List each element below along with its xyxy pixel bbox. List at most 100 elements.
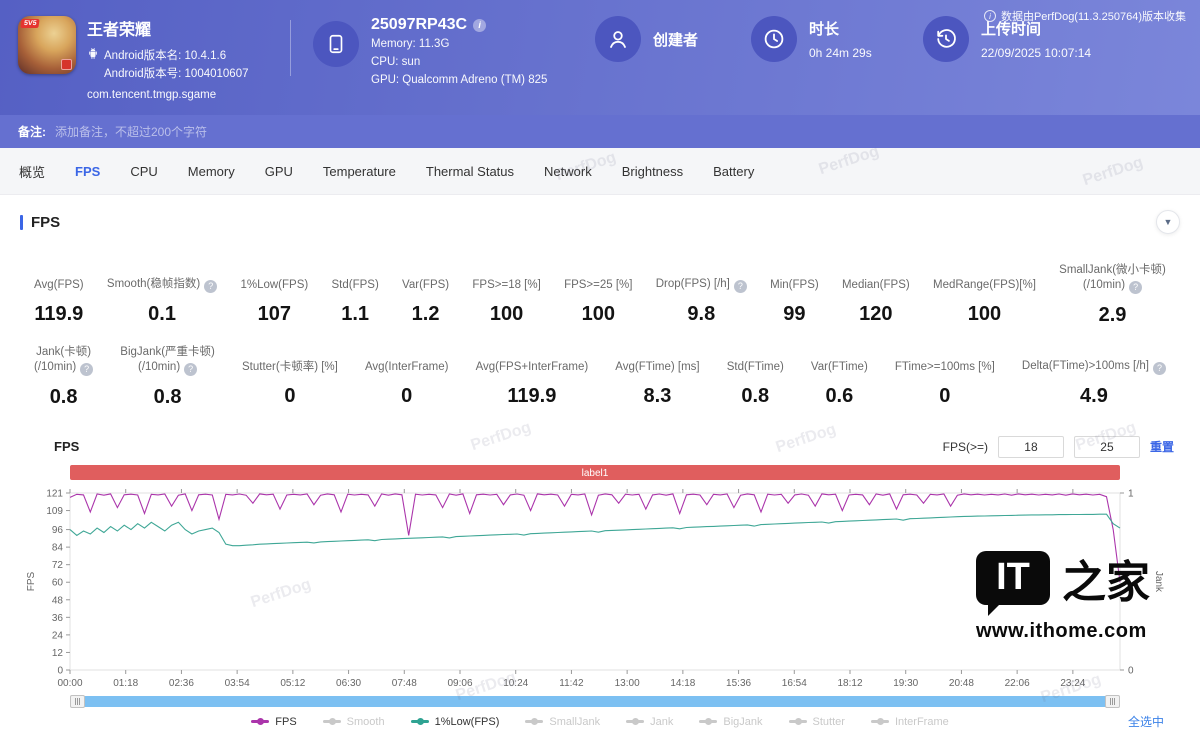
fps-threshold-label: FPS(>=) — [943, 440, 988, 454]
stat-label: Avg(FTime) [ms] — [615, 345, 699, 375]
device-block: 25097RP43C i Memory: 11.3G CPU: sun GPU:… — [313, 16, 595, 89]
tab-network[interactable]: Network — [529, 164, 607, 179]
legend-item-fps[interactable]: FPS — [251, 716, 296, 728]
stat-item: Min(FPS)99 — [766, 263, 823, 327]
ithome-watermark: IT 之家 www.ithome.com — [976, 546, 1150, 643]
section-accent-bar — [20, 215, 23, 230]
game-title: 王者荣耀 — [87, 16, 249, 40]
tab-temperature[interactable]: Temperature — [308, 164, 411, 179]
stat-label: Jank(卡顿)(/10min)? — [34, 345, 93, 376]
stat-value: 100 — [472, 303, 540, 326]
svg-text:19:30: 19:30 — [893, 678, 918, 689]
tab-battery[interactable]: Battery — [698, 164, 769, 179]
legend-label: Stutter — [813, 716, 845, 728]
fps-threshold-input-2[interactable] — [1074, 436, 1140, 458]
svg-text:23:24: 23:24 — [1060, 678, 1085, 689]
legend-item-jank[interactable]: Jank — [626, 716, 673, 728]
stat-value: 0.8 — [727, 385, 784, 408]
stat-value: 100 — [933, 303, 1036, 326]
legend-item-1-low-fps-[interactable]: 1%Low(FPS) — [411, 716, 500, 728]
fps-threshold-input-1[interactable] — [998, 436, 1064, 458]
svg-text:07:48: 07:48 — [392, 678, 417, 689]
android-icon — [87, 47, 99, 66]
stat-value: 120 — [842, 303, 910, 326]
svg-text:Jank: Jank — [1153, 571, 1164, 593]
legend-swatch — [411, 720, 429, 723]
svg-text:label1: label1 — [582, 468, 609, 479]
fps-panel: FPS ▼ Avg(FPS)119.9Smooth(稳帧指数)?0.11%Low… — [0, 195, 1200, 731]
help-icon[interactable]: ? — [1129, 281, 1142, 294]
stat-item: Drop(FPS) [/h]?9.8 — [652, 263, 751, 327]
svg-text:22:06: 22:06 — [1005, 678, 1030, 689]
stat-item: Std(FTime)0.8 — [723, 345, 788, 409]
help-icon[interactable]: ? — [734, 280, 747, 293]
legend-item-bigjank[interactable]: BigJank — [699, 716, 762, 728]
legend-item-stutter[interactable]: Stutter — [789, 716, 845, 728]
svg-text:10:24: 10:24 — [503, 678, 528, 689]
chart-legend: FPS Smooth 1%Low(FPS) SmallJank Jank BigJank S… — [251, 716, 948, 728]
clock-icon — [751, 16, 797, 62]
tab-gpu[interactable]: GPU — [250, 164, 308, 179]
svg-text:14:18: 14:18 — [670, 678, 695, 689]
svg-text:1: 1 — [1128, 488, 1134, 499]
stat-item: Avg(FPS)119.9 — [30, 263, 88, 327]
svg-text:15:36: 15:36 — [726, 678, 751, 689]
remark-bar[interactable]: 备注: 添加备注，不超过200个字符 — [0, 115, 1200, 148]
legend-item-smooth[interactable]: Smooth — [323, 716, 385, 728]
game-app-icon: 5V5 — [18, 16, 76, 74]
svg-text:03:54: 03:54 — [225, 678, 250, 689]
stat-item: Smooth(稳帧指数)?0.1 — [103, 263, 221, 327]
stat-label: Stutter(卡顿率) [%] — [242, 345, 338, 375]
legend-label: Jank — [650, 716, 673, 728]
upload-time-value: 22/09/2025 10:07:14 — [981, 46, 1091, 60]
tab-memory[interactable]: Memory — [173, 164, 250, 179]
tab-thermal-status[interactable]: Thermal Status — [411, 164, 529, 179]
device-model: 25097RP43C — [371, 16, 467, 34]
svg-text:0: 0 — [1128, 665, 1134, 676]
chart-range-scrollbar[interactable] — [70, 695, 1120, 708]
svg-text:05:12: 05:12 — [280, 678, 305, 689]
ithome-logo-text: IT — [996, 556, 1030, 599]
legend-item-smalljank[interactable]: SmallJank — [525, 716, 600, 728]
help-icon[interactable]: ? — [204, 280, 217, 293]
creator-label: 创建者 — [653, 29, 698, 50]
svg-text:18:12: 18:12 — [837, 678, 862, 689]
stat-value: 0.6 — [811, 385, 868, 408]
remark-placeholder: 添加备注，不超过200个字符 — [55, 123, 207, 140]
app-block: 5V5 王者荣耀 Android版本名: 10.4.1.6 Android版本号… — [18, 16, 290, 101]
help-icon[interactable]: ? — [1153, 362, 1166, 375]
select-all-link[interactable]: 全选中 — [1128, 713, 1164, 730]
stat-value: 0 — [242, 385, 338, 408]
help-icon[interactable]: ? — [184, 363, 197, 376]
reset-link[interactable]: 重置 — [1150, 438, 1174, 455]
stat-label: Avg(FPS+InterFrame) — [476, 345, 589, 375]
collapse-button[interactable]: ▼ — [1156, 210, 1180, 234]
range-track[interactable] — [81, 696, 1109, 707]
stat-item: Delta(FTime)>100ms [/h]?4.9 — [1018, 345, 1170, 409]
svg-text:FPS: FPS — [26, 571, 37, 591]
help-icon[interactable]: ? — [80, 363, 93, 376]
stat-label: Delta(FTime)>100ms [/h]? — [1022, 345, 1166, 375]
svg-text:00:00: 00:00 — [57, 678, 82, 689]
device-info-icon[interactable]: i — [473, 19, 486, 32]
creator-block: 创建者 — [595, 16, 751, 62]
stat-label: BigJank(严重卡顿)(/10min)? — [120, 345, 215, 376]
stat-label: Avg(InterFrame) — [365, 345, 449, 375]
legend-item-interframe[interactable]: InterFrame — [871, 716, 949, 728]
tab-概览[interactable]: 概览 — [4, 162, 60, 181]
stat-value: 0.8 — [120, 386, 215, 409]
range-handle-right[interactable] — [1105, 695, 1120, 708]
tab-brightness[interactable]: Brightness — [607, 164, 698, 179]
range-handle-left[interactable] — [70, 695, 85, 708]
phone-icon — [313, 21, 359, 67]
stat-item: Std(FPS)1.1 — [327, 263, 382, 327]
device-cpu: CPU: sun — [371, 54, 547, 72]
stat-item: 1%Low(FPS)107 — [236, 263, 312, 327]
tab-cpu[interactable]: CPU — [115, 164, 172, 179]
stat-label: Min(FPS) — [770, 263, 819, 293]
tab-fps[interactable]: FPS — [60, 164, 115, 179]
stat-label: Smooth(稳帧指数)? — [107, 263, 217, 293]
stat-item: FTime>=100ms [%]0 — [891, 345, 999, 409]
svg-text:84: 84 — [52, 542, 64, 553]
legend-swatch — [251, 720, 269, 723]
